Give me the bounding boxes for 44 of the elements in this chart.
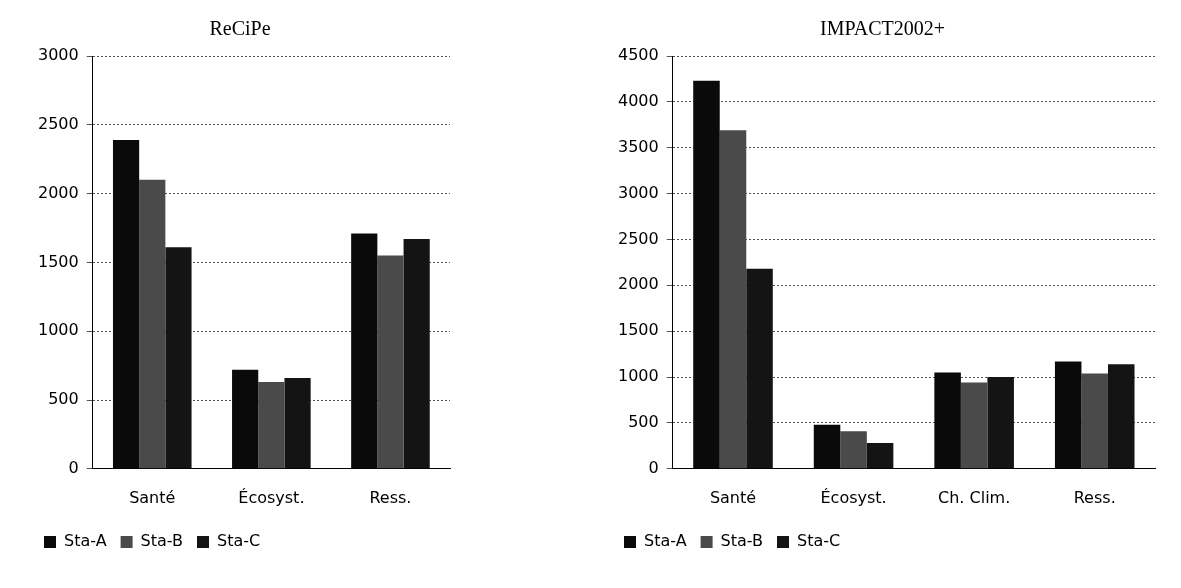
y-tick-label: 2500	[618, 228, 659, 248]
y-tick-label: 1000	[38, 320, 79, 340]
bar	[987, 377, 1014, 469]
bar	[1081, 373, 1108, 469]
bar	[258, 382, 285, 469]
x-tick-label: Santé	[709, 487, 757, 507]
y-tick-label: 3000	[618, 182, 659, 202]
legend-label: Sta-B	[140, 531, 184, 551]
y-tick-label: 2000	[618, 274, 659, 294]
legend-label: Sta-B	[720, 531, 764, 551]
bar	[866, 443, 894, 469]
legend-label: Sta-C	[797, 531, 841, 551]
y-tick-label: 1500	[618, 320, 659, 340]
bar	[840, 431, 867, 469]
bar	[1107, 364, 1135, 469]
y-tick-label: 500	[48, 389, 79, 409]
bar	[284, 377, 311, 469]
y-tick-label: 1500	[38, 251, 79, 271]
x-tick-label: Écosyst.	[820, 487, 887, 507]
y-tick-label: 500	[628, 412, 659, 432]
y-tick-label: 4000	[618, 91, 659, 111]
y-tick-label: 0	[648, 457, 659, 477]
legend-label: Sta-C	[217, 531, 261, 551]
y-tick-label: 2000	[38, 182, 79, 202]
x-tick-label: Ch. Clim.	[938, 487, 1011, 507]
bar	[165, 247, 192, 469]
bar	[746, 268, 773, 469]
legend-label: Sta-A	[644, 531, 687, 551]
x-tick-label: Écosyst.	[238, 487, 305, 507]
y-tick-label: 0	[68, 457, 79, 477]
x-tick-label: Ress.	[1073, 487, 1116, 507]
chart-title: IMPACT2002+	[819, 17, 946, 40]
y-tick-label: 3000	[38, 45, 79, 65]
chart-title: ReCiPe	[209, 17, 271, 40]
bar	[377, 255, 404, 469]
y-tick-label: 4500	[618, 45, 659, 65]
bar	[960, 382, 988, 469]
bar	[403, 239, 430, 469]
y-tick-label: 2500	[38, 113, 79, 133]
x-tick-label: Santé	[129, 487, 176, 507]
y-tick-label: 3500	[618, 136, 659, 156]
legend-label: Sta-A	[64, 531, 107, 551]
x-tick-label: Ress.	[369, 487, 412, 507]
y-tick-label: 1000	[618, 366, 659, 386]
